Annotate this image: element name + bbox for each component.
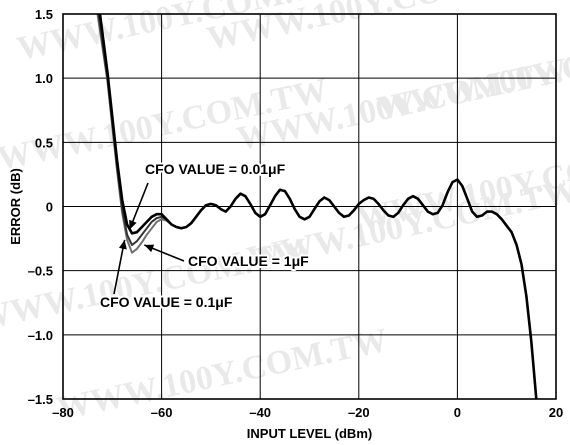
x-axis-title: INPUT LEVEL (dBm) (247, 426, 372, 441)
y-tick-label: 0 (46, 200, 53, 215)
watermark-text: WWW.100Y.COM.TW (54, 322, 391, 428)
x-tick-label: 20 (549, 405, 563, 420)
y-tick-label: –0.5 (28, 264, 53, 279)
plot-frame (62, 13, 557, 400)
y-tick-label: 1.5 (35, 7, 53, 22)
tick-labels: –80 –60 –40 –20 0 20 –1.5 –1.0 –0.5 0 0.5 1.0 1.5 (28, 7, 564, 420)
x-tick-label: 0 (454, 405, 461, 420)
watermark-text: WWW.100Y.COM.TW (0, 232, 311, 338)
y-axis-title: ERROR (dB) (8, 168, 23, 245)
annotation-arrowhead (144, 244, 155, 253)
y-tick-label: –1.0 (28, 328, 53, 343)
x-tick-label: –60 (151, 405, 173, 420)
annotation-arrowhead (129, 219, 137, 230)
annotation-label-halo: CFO VALUE = 0.1μF (100, 294, 233, 310)
grid-lines (63, 14, 556, 399)
annotation-label-halo: CFO VALUE = 1μF (188, 253, 309, 269)
annotation-label: CFO VALUE = 0.01μF (145, 161, 286, 177)
annotation-arrowhead (118, 239, 127, 250)
x-tick-label: –40 (249, 405, 271, 420)
x-tick-label: –80 (52, 405, 74, 420)
series-line-cfo-value-0-01-f (98, 14, 538, 399)
series-lines (96, 14, 538, 399)
annotation-label-halo: CFO VALUE = 0.01μF (145, 161, 286, 177)
annotation-label: CFO VALUE = 1μF (188, 253, 309, 269)
annotation-arrow (113, 239, 126, 295)
x-tick-label: –20 (348, 405, 370, 420)
y-tick-label: –1.5 (28, 392, 53, 407)
annotation-label: CFO VALUE = 0.1μF (100, 294, 233, 310)
y-tick-label: 0.5 (35, 135, 53, 150)
y-tick-label: 1.0 (35, 71, 53, 86)
